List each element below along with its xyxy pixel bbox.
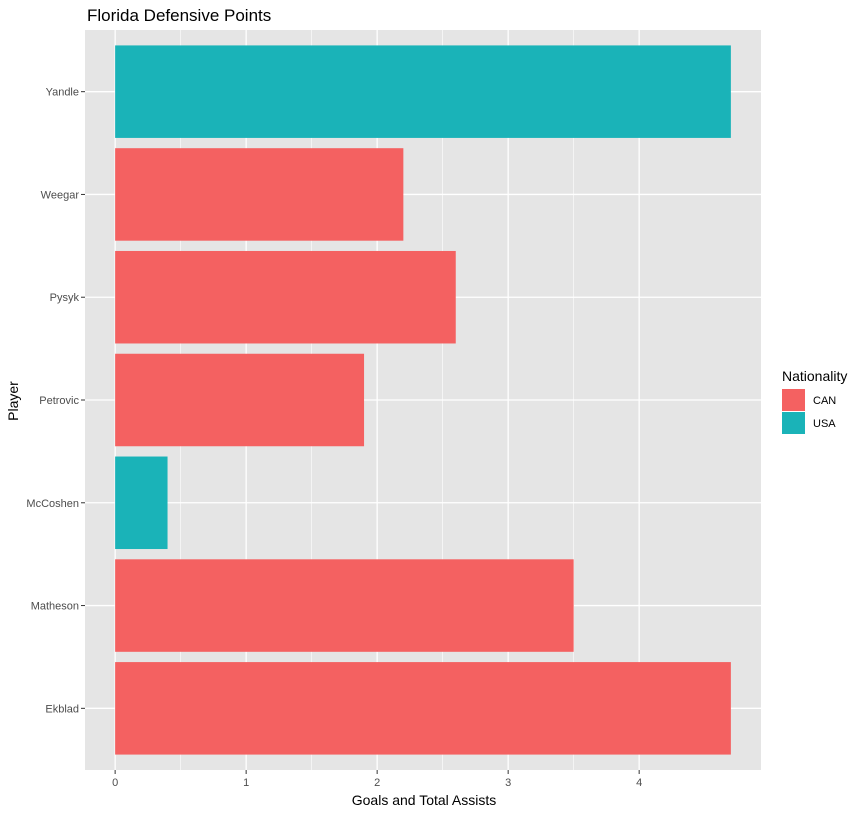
x-axis: 0 1 2 3 4 bbox=[112, 770, 642, 789]
bar-yandle bbox=[115, 45, 731, 138]
y-axis-title: Player bbox=[5, 381, 21, 421]
y-axis: Yandle Weegar Pysyk Petrovic McCoshen Matheso… bbox=[26, 87, 85, 715]
bar-mccoshen bbox=[115, 456, 168, 550]
bar-petrovic bbox=[115, 353, 365, 447]
bar-pysyk bbox=[115, 250, 456, 344]
x-tick-label: 2 bbox=[374, 777, 380, 789]
y-tick-label: McCoshen bbox=[26, 498, 79, 510]
bar-matheson bbox=[115, 559, 574, 652]
x-tick-label: 0 bbox=[112, 777, 118, 789]
bars bbox=[115, 45, 731, 755]
legend-key-can bbox=[782, 389, 805, 411]
legend: Nationality CAN USA bbox=[782, 368, 847, 434]
bar-ekblad bbox=[115, 662, 731, 755]
y-tick-label: Ekblad bbox=[45, 703, 79, 715]
x-tick-label: 1 bbox=[243, 777, 249, 789]
legend-label-usa: USA bbox=[813, 418, 836, 430]
x-tick-label: 4 bbox=[636, 777, 642, 789]
y-tick-label: Matheson bbox=[31, 601, 79, 613]
legend-label-can: CAN bbox=[813, 395, 836, 407]
x-tick-label: 3 bbox=[505, 777, 511, 789]
chart-title: Florida Defensive Points bbox=[87, 6, 271, 25]
legend-title: Nationality bbox=[782, 368, 847, 384]
y-tick-label: Yandle bbox=[46, 87, 79, 99]
y-tick-label: Weegar bbox=[41, 189, 80, 201]
y-tick-label: Petrovic bbox=[39, 395, 79, 407]
y-tick-label: Pysyk bbox=[50, 292, 80, 304]
x-axis-title: Goals and Total Assists bbox=[352, 792, 496, 808]
legend-key-usa bbox=[782, 412, 805, 434]
bar-weegar bbox=[115, 148, 404, 241]
